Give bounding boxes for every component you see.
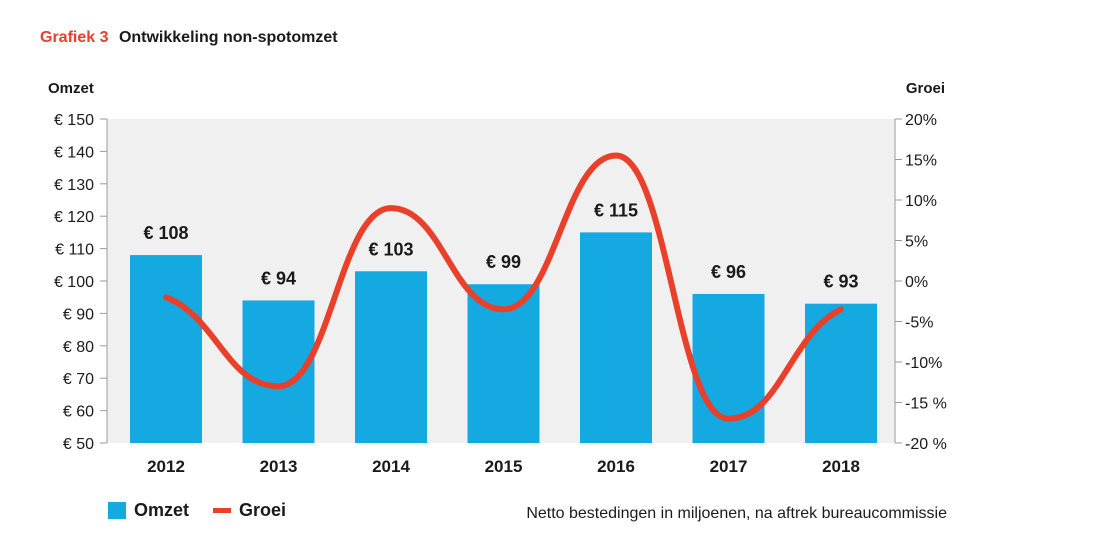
y-right-tick-label: -15 %	[905, 396, 947, 413]
bar-omzet	[580, 232, 652, 443]
y-left-tick-label: € 130	[54, 177, 94, 194]
bar-value-label: € 108	[143, 223, 188, 243]
y-left-tick-label: € 110	[55, 242, 94, 259]
bar-omzet	[355, 271, 427, 443]
chart-title-text: Ontwikkeling non-spotomzet	[118, 29, 338, 46]
legend-swatch-groei	[213, 508, 232, 513]
chart-legend: Omzet Groei	[108, 500, 300, 521]
bar-value-label: € 94	[261, 268, 296, 288]
y-left-tick-label: € 90	[63, 306, 94, 323]
bar-value-label: € 93	[823, 272, 858, 292]
y-left-axis-label: Omzet	[48, 80, 94, 97]
y-right-tick-label: 20%	[905, 112, 937, 129]
bar-value-label: € 99	[486, 252, 521, 272]
y-right-axis-label: Groei	[906, 80, 945, 97]
y-left-tick-label: € 140	[54, 144, 94, 161]
y-left-tick-label: € 150	[54, 112, 94, 129]
bar-value-label: € 103	[368, 239, 413, 259]
chart-footnote: Netto bestedingen in miljoenen, na aftre…	[526, 505, 947, 522]
y-left-tick-label: € 60	[63, 404, 94, 421]
y-right-tick-label: 0%	[905, 274, 928, 291]
x-tick-label: 2013	[260, 457, 298, 476]
x-tick-label: 2017	[710, 457, 748, 476]
y-right-tick-label: 10%	[905, 193, 937, 210]
x-tick-label: 2014	[372, 457, 410, 476]
legend-label-groei: Groei	[239, 500, 287, 520]
chart-title: Grafiek 3 Ontwikkeling non-spotomzet	[40, 29, 338, 47]
y-right-tick-label: 15%	[905, 153, 937, 170]
y-left-tick-label: € 50	[63, 436, 94, 453]
y-left-tick-label: € 100	[54, 274, 94, 291]
legend-item-groei: Groei	[213, 500, 286, 521]
x-tick-label: 2018	[822, 457, 860, 476]
y-right-tick-label: 5%	[905, 234, 928, 251]
y-left-tick-label: € 70	[63, 371, 94, 388]
legend-item-omzet: Omzet	[108, 500, 189, 521]
line-groei	[163, 152, 844, 422]
bar-value-label: € 96	[711, 262, 746, 282]
chart-title-tag: Grafiek 3	[40, 29, 109, 46]
x-tick-label: 2015	[485, 457, 523, 476]
bar-omzet	[130, 255, 202, 443]
y-left-tick-label: € 120	[54, 209, 94, 226]
legend-swatch-omzet	[108, 502, 126, 519]
y-left-tick-label: € 80	[63, 339, 94, 356]
bar-value-label: € 115	[594, 200, 638, 220]
y-right-tick-label: -5%	[905, 315, 933, 332]
y-right-tick-label: -10%	[905, 355, 942, 372]
legend-label-omzet: Omzet	[134, 500, 190, 520]
x-tick-label: 2012	[147, 457, 185, 476]
y-right-tick-label: -20 %	[905, 436, 947, 453]
x-tick-label: 2016	[597, 457, 635, 476]
